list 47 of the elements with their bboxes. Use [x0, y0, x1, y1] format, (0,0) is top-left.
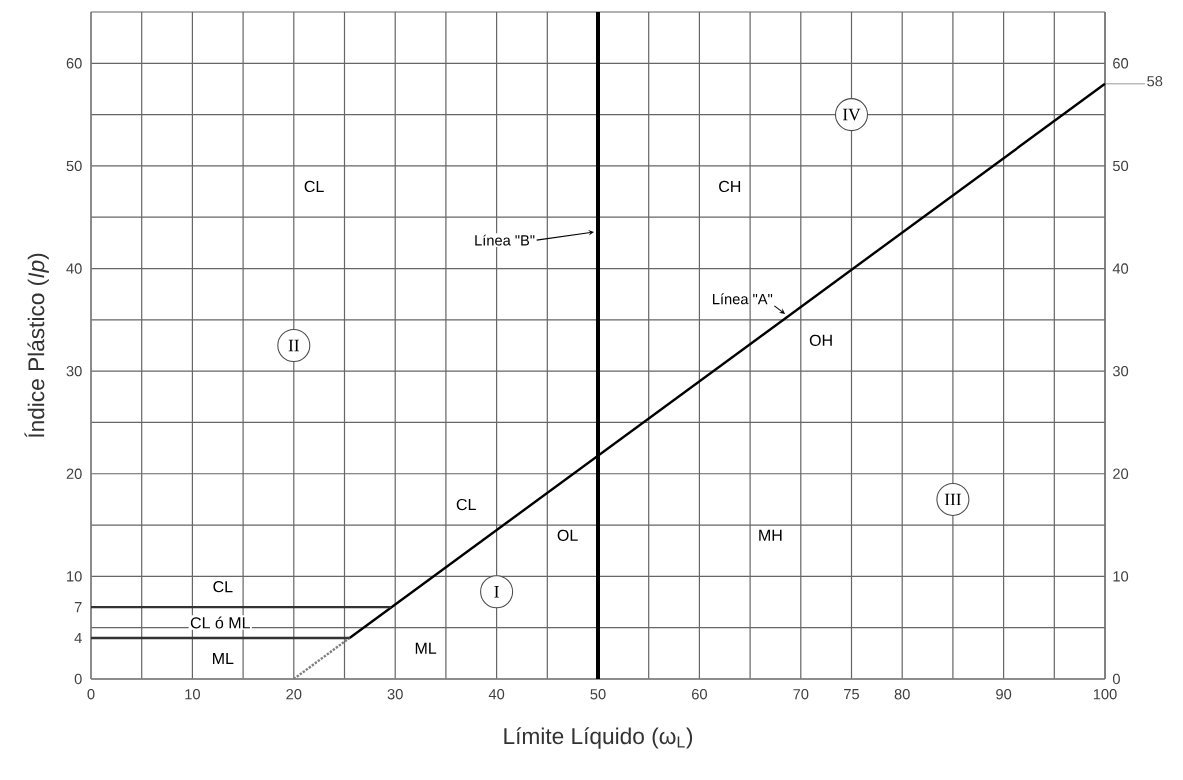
annotation: I	[494, 586, 499, 598]
x-tick-label: 40	[488, 689, 505, 700]
x-tick-label: 75	[844, 689, 860, 700]
annotation: II	[288, 339, 299, 352]
ref-line-label: Línea "B"	[475, 234, 535, 246]
annotation: OL	[557, 529, 578, 541]
annotation: MH	[759, 529, 782, 541]
annotation: CL	[213, 580, 233, 593]
y-tick-label: 20	[66, 468, 82, 479]
annotation: IV	[842, 108, 861, 121]
y-tick-label: 40	[66, 263, 82, 274]
y-axis-title: Índice Plástico (Ip)	[24, 253, 49, 438]
annotation: ML	[213, 652, 234, 664]
x-tick-label: 60	[692, 689, 707, 700]
annotation: CL	[304, 180, 324, 193]
x-tick-label: 10	[185, 689, 200, 700]
x-tick-label: 20	[286, 689, 302, 700]
x-tick-label: 50	[590, 689, 606, 700]
x-axis-title: Límite Líquido (ω$_{L}$)	[504, 727, 693, 749]
y2-tick-label: 10	[1113, 571, 1129, 582]
y2-tick-label: 50	[1112, 160, 1129, 172]
x-tick-label: 30	[387, 689, 403, 700]
x-tick-label: 100	[1093, 689, 1117, 700]
y-tick-label: 50	[66, 160, 82, 172]
annotation: 58	[1147, 75, 1163, 87]
annotation: III	[944, 493, 961, 506]
x-tick-label: 70	[793, 689, 809, 700]
y2-tick-label: 20	[1113, 468, 1129, 479]
x-tick-label: 80	[894, 689, 910, 700]
x-tick-label: 0	[87, 689, 95, 700]
y-tick-label: 4	[74, 632, 82, 643]
annotation: OH	[809, 334, 832, 347]
y-tick-label: 10	[67, 571, 82, 582]
legend-label: Línea "A"	[713, 293, 773, 305]
y-tick-label: 30	[66, 365, 82, 377]
y2-tick-label: 40	[1112, 263, 1129, 274]
annotation: CH	[719, 180, 741, 193]
x-tick-label: 90	[996, 689, 1012, 700]
y2-tick-label: 30	[1112, 365, 1129, 377]
y2-tick-label: 0	[1112, 673, 1120, 685]
annotation: CL ó ML	[190, 616, 250, 629]
y-tick-label: 0	[74, 673, 82, 685]
annotation: CL	[456, 498, 476, 511]
y-tick-label: 60	[66, 58, 82, 69]
annotation: ML	[415, 642, 437, 654]
y-tick-label: 7	[74, 602, 82, 613]
y2-tick-label: 60	[1113, 58, 1129, 69]
